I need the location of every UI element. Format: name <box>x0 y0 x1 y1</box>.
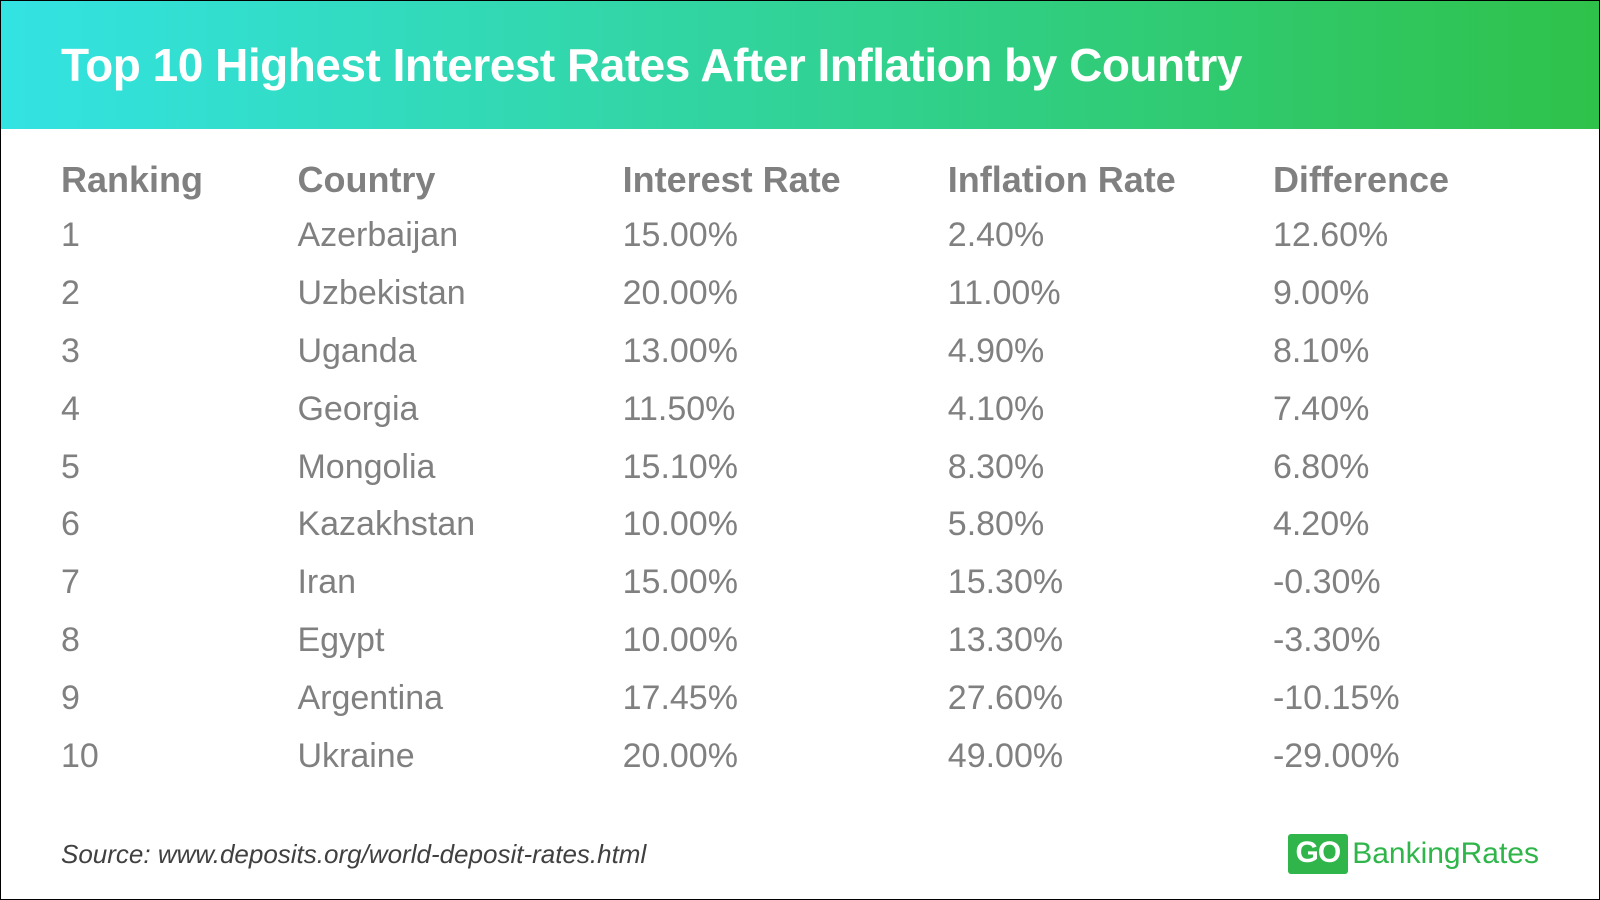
table-cell: 7.40% <box>1273 381 1539 439</box>
table-cell: Georgia <box>297 381 622 439</box>
table-cell: 11.50% <box>623 381 948 439</box>
table-cell: 13.30% <box>948 612 1273 670</box>
table-cell: Iran <box>297 554 622 612</box>
table-cell: Mongolia <box>297 439 622 497</box>
table-cell: Ukraine <box>297 728 622 786</box>
table-cell: 8.30% <box>948 439 1273 497</box>
table-cell: 20.00% <box>623 265 948 323</box>
table-cell: 1 <box>61 207 297 265</box>
table-cell: 4.10% <box>948 381 1273 439</box>
table-cell: 9 <box>61 670 297 728</box>
table-row: 4Georgia11.50%4.10%7.40% <box>61 381 1539 439</box>
table-cell: 15.00% <box>623 554 948 612</box>
table-cell: -29.00% <box>1273 728 1539 786</box>
table-row: 9Argentina17.45%27.60%-10.15% <box>61 670 1539 728</box>
table-cell: 10.00% <box>623 612 948 670</box>
column-header: Difference <box>1273 149 1539 207</box>
footer: Source: www.deposits.org/world-deposit-r… <box>1 819 1599 899</box>
table-row: 3Uganda13.00%4.90%8.10% <box>61 323 1539 381</box>
table-cell: 17.45% <box>623 670 948 728</box>
table-container: RankingCountryInterest RateInflation Rat… <box>1 129 1599 819</box>
logo-box: GO <box>1288 834 1349 874</box>
table-cell: 5.80% <box>948 496 1273 554</box>
column-header: Inflation Rate <box>948 149 1273 207</box>
table-row: 5Mongolia15.10%8.30%6.80% <box>61 439 1539 497</box>
column-header: Country <box>297 149 622 207</box>
table-row: 2Uzbekistan20.00%11.00%9.00% <box>61 265 1539 323</box>
logo-text: BankingRates <box>1352 837 1539 871</box>
table-cell: 4 <box>61 381 297 439</box>
table-cell: Kazakhstan <box>297 496 622 554</box>
table-cell: Azerbaijan <box>297 207 622 265</box>
table-cell: Egypt <box>297 612 622 670</box>
table-cell: Argentina <box>297 670 622 728</box>
table-cell: 6 <box>61 496 297 554</box>
column-header: Ranking <box>61 149 297 207</box>
table-cell: 15.10% <box>623 439 948 497</box>
infographic-page: Top 10 Highest Interest Rates After Infl… <box>0 0 1600 900</box>
table-cell: 15.00% <box>623 207 948 265</box>
table-cell: 8.10% <box>1273 323 1539 381</box>
table-cell: 49.00% <box>948 728 1273 786</box>
table-cell: Uzbekistan <box>297 265 622 323</box>
table-cell: 20.00% <box>623 728 948 786</box>
table-row: 7Iran15.00%15.30%-0.30% <box>61 554 1539 612</box>
table-cell: -3.30% <box>1273 612 1539 670</box>
table-cell: 10.00% <box>623 496 948 554</box>
table-cell: 4.20% <box>1273 496 1539 554</box>
table-row: 8Egypt10.00%13.30%-3.30% <box>61 612 1539 670</box>
table-row: 10Ukraine20.00%49.00%-29.00% <box>61 728 1539 786</box>
column-header: Interest Rate <box>623 149 948 207</box>
table-header-row: RankingCountryInterest RateInflation Rat… <box>61 149 1539 207</box>
table-cell: 13.00% <box>623 323 948 381</box>
table-cell: 27.60% <box>948 670 1273 728</box>
page-title: Top 10 Highest Interest Rates After Infl… <box>61 38 1242 92</box>
title-bar: Top 10 Highest Interest Rates After Infl… <box>1 1 1599 129</box>
table-cell: 7 <box>61 554 297 612</box>
table-cell: 9.00% <box>1273 265 1539 323</box>
table-cell: -10.15% <box>1273 670 1539 728</box>
table-cell: 8 <box>61 612 297 670</box>
table-cell: 10 <box>61 728 297 786</box>
table-cell: 3 <box>61 323 297 381</box>
table-cell: 2.40% <box>948 207 1273 265</box>
rates-table: RankingCountryInterest RateInflation Rat… <box>61 149 1539 786</box>
table-cell: 15.30% <box>948 554 1273 612</box>
table-row: 1Azerbaijan15.00%2.40%12.60% <box>61 207 1539 265</box>
table-cell: Uganda <box>297 323 622 381</box>
table-cell: 2 <box>61 265 297 323</box>
table-cell: 12.60% <box>1273 207 1539 265</box>
table-header: RankingCountryInterest RateInflation Rat… <box>61 149 1539 207</box>
table-cell: 11.00% <box>948 265 1273 323</box>
table-cell: 5 <box>61 439 297 497</box>
source-text: Source: www.deposits.org/world-deposit-r… <box>61 839 646 870</box>
brand-logo: GO BankingRates <box>1288 834 1539 874</box>
table-body: 1Azerbaijan15.00%2.40%12.60%2Uzbekistan2… <box>61 207 1539 786</box>
table-cell: 6.80% <box>1273 439 1539 497</box>
table-cell: -0.30% <box>1273 554 1539 612</box>
table-cell: 4.90% <box>948 323 1273 381</box>
table-row: 6Kazakhstan10.00%5.80%4.20% <box>61 496 1539 554</box>
